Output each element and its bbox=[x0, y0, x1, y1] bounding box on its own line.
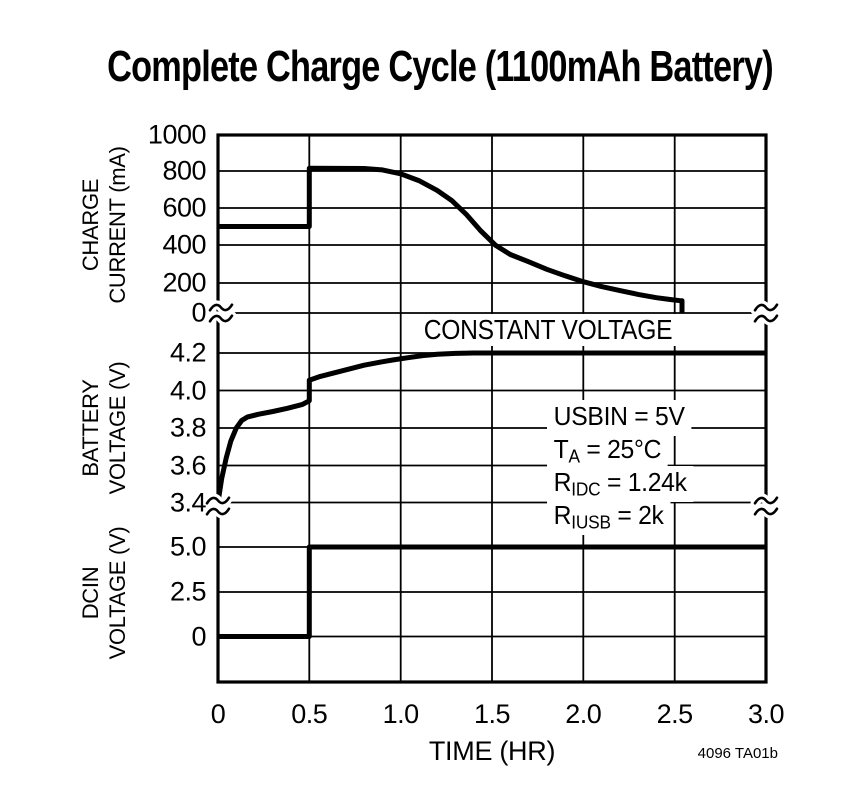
y-axis-label-charge-current: CHARGE CURRENT (mA) bbox=[76, 130, 132, 320]
y-tick-label: 200 bbox=[162, 267, 206, 298]
plot-border bbox=[216, 133, 768, 684]
x-tick-label: 1.0 bbox=[382, 699, 420, 729]
y-tick-label: 2.5 bbox=[169, 576, 207, 607]
y-tick-label: 4.0 bbox=[169, 375, 207, 405]
y-tick-label: 4.2 bbox=[169, 337, 207, 368]
y-tick-label: 1000 bbox=[147, 119, 207, 150]
y-tick-label: 5.0 bbox=[169, 531, 207, 562]
y-tick-label: 400 bbox=[162, 229, 206, 260]
y-axis-label-line: DCIN bbox=[78, 566, 103, 620]
test-conditions: USBIN = 5V TA = 25°C RIDC = 1.24k RIUSB … bbox=[547, 400, 701, 535]
figure-code: 4096 TA01b bbox=[697, 745, 778, 762]
dcin-voltage-curve bbox=[218, 544, 766, 639]
y-tick-label: 600 bbox=[162, 192, 206, 223]
condition-base: R bbox=[553, 500, 572, 530]
axis-break-icon bbox=[205, 496, 231, 516]
y-axis-label-line: VOLTAGE (V) bbox=[105, 526, 130, 660]
condition-line-ridc: RIDC = 1.24k bbox=[547, 466, 701, 502]
condition-base: R bbox=[553, 467, 572, 497]
y-tick-label: 0 bbox=[191, 297, 206, 328]
y-tick-label: 3.4 bbox=[169, 487, 207, 517]
axis-break-icon bbox=[753, 303, 779, 323]
x-tick-label: 1.5 bbox=[473, 699, 511, 729]
y-axis-label-dcin-voltage: DCIN VOLTAGE (V) bbox=[76, 498, 132, 688]
x-axis-title: TIME (HR) bbox=[428, 736, 556, 766]
x-tick-label: 0.5 bbox=[291, 699, 328, 729]
condition-line-riusb: RIUSB = 2k bbox=[547, 499, 701, 535]
y-tick-label: 3.6 bbox=[169, 450, 207, 480]
condition-line-usbin: USBIN = 5V bbox=[547, 400, 701, 436]
condition-rest: = 2k bbox=[610, 500, 664, 530]
axis-break-icon bbox=[753, 496, 779, 516]
y-tick-label: 3.8 bbox=[169, 412, 207, 443]
x-tick-label: 2.0 bbox=[565, 699, 602, 729]
condition-base: T bbox=[553, 434, 569, 464]
y-axis-label-battery-voltage: BATTERY VOLTAGE (V) bbox=[76, 333, 132, 523]
x-tick-label: 0 bbox=[210, 699, 226, 729]
condition-rest: = 5V bbox=[627, 401, 685, 431]
y-axis-label-line: BATTERY bbox=[78, 379, 103, 477]
condition-sub: A bbox=[568, 446, 580, 467]
axis-break-icon bbox=[208, 303, 234, 323]
y-tick-label: 800 bbox=[162, 155, 206, 186]
y-tick-label: 0 bbox=[191, 621, 206, 651]
y-axis-label-line: CURRENT (mA) bbox=[105, 146, 130, 304]
x-tick-label: 3.0 bbox=[747, 699, 785, 729]
condition-sub: IUSB bbox=[571, 512, 611, 533]
constant-voltage-label: CONSTANT VOLTAGE bbox=[418, 314, 678, 346]
condition-base: USBIN bbox=[553, 401, 628, 431]
charge-current-curve bbox=[218, 165, 685, 313]
y-axis-label-line: VOLTAGE (V) bbox=[105, 361, 130, 495]
condition-rest: = 25°C bbox=[579, 434, 662, 464]
x-tick-label: 2.5 bbox=[656, 699, 694, 729]
condition-sub: IDC bbox=[571, 479, 601, 500]
y-axis-label-line: CHARGE bbox=[78, 178, 103, 272]
chart-title: Complete Charge Cycle (1100mAh Battery) bbox=[107, 42, 774, 91]
condition-line-ta: TA = 25°C bbox=[547, 433, 701, 469]
condition-rest: = 1.24k bbox=[600, 467, 687, 497]
battery-voltage-curve bbox=[215, 350, 766, 503]
